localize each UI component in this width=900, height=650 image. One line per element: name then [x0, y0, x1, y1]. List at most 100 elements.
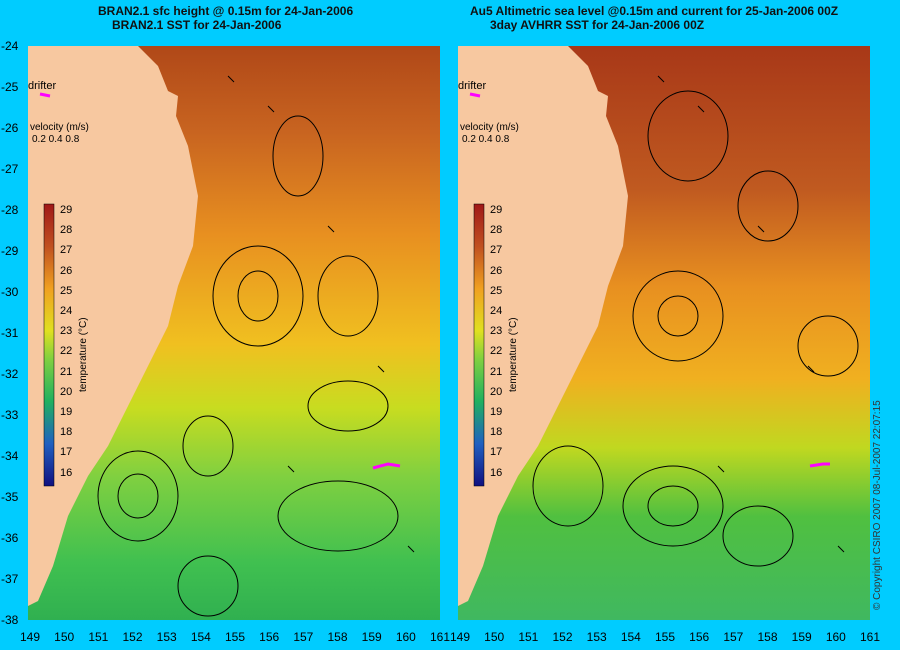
longitude-tick: 151 [518, 630, 539, 644]
right-map-panel: drifter velocity (m/s) 0.2 0.4 0.8 29 28 2… [458, 46, 870, 620]
drifter-legend-marker [469, 92, 481, 98]
latitude-tick: -28 [1, 203, 19, 217]
latitude-tick: -25 [1, 80, 19, 94]
longitude-tick: 156 [689, 630, 710, 644]
sea-level-contours [532, 90, 859, 567]
latitude-tick: -30 [1, 285, 19, 299]
velocity-label: velocity (m/s) [30, 122, 89, 133]
drifter-track [809, 462, 830, 468]
right-map [458, 46, 870, 620]
longitude-tick: 157 [723, 630, 744, 644]
latitude-tick: -33 [1, 408, 19, 422]
colorbar-tick: 21 [490, 365, 503, 378]
longitude-tick: 155 [225, 630, 246, 644]
latitude-tick: -38 [1, 613, 19, 627]
copyright-note: © Copyright CSIRO 2007 08-Jul-2007 22:07… [872, 400, 883, 610]
drifter-label: drifter [28, 80, 57, 92]
colorbar-tick: 24 [60, 305, 73, 317]
colorbar-tick: 22 [60, 345, 73, 358]
velocity-label: velocity (m/s) [460, 122, 519, 133]
left-title-line1: BRAN2.1 sfc height @ 0.15m for 24-Jan-20… [98, 4, 354, 18]
colorbar-tick: 16 [60, 466, 73, 479]
colorbar-tick: 27 [60, 244, 73, 257]
colorbar-tick: 23 [60, 325, 73, 338]
longitude-tick: 153 [586, 630, 607, 644]
colorbar-tick: 21 [60, 365, 73, 378]
colorbar-tick: 20 [60, 385, 73, 398]
latitude-tick: -26 [1, 121, 19, 135]
colorbar-tick: 16 [490, 466, 503, 479]
left-map [28, 46, 440, 620]
longitude-tick: 156 [259, 630, 280, 644]
colorbar-tick: 22 [490, 345, 503, 358]
latitude-tick: -34 [1, 449, 19, 463]
longitude-tick: 154 [620, 630, 641, 644]
longitude-tick: 149 [20, 630, 41, 644]
colorbar-tick: 27 [490, 244, 503, 257]
colorbar-tick: 19 [60, 406, 73, 418]
longitude-tick: 150 [484, 630, 505, 644]
colorbar-tick: 28 [60, 224, 73, 237]
longitude-tick: 159 [361, 630, 382, 644]
colorbar-tick: 24 [490, 305, 503, 317]
longitude-tick: 160 [825, 630, 846, 644]
drifter-track [372, 462, 401, 470]
latitude-tick: -31 [1, 326, 19, 340]
current-vectors [227, 75, 415, 553]
left-map-panel: drifter velocity (m/s) 0.2 0.4 0.8 29 28 2… [28, 46, 440, 620]
drifter-label: drifter [458, 80, 487, 92]
latitude-tick: -27 [1, 162, 19, 176]
longitude-tick: 152 [122, 630, 143, 644]
latitude-tick: -36 [1, 531, 19, 545]
colorbar-tick: 23 [490, 325, 503, 338]
colorbar-tick: 19 [490, 406, 503, 418]
colorbar-tick: 18 [490, 426, 503, 439]
velocity-scale: 0.2 0.4 0.8 [32, 134, 80, 145]
colorbar-tick: 20 [490, 385, 503, 398]
drifter-legend-marker [39, 92, 51, 98]
longitude-tick: 157 [293, 630, 314, 644]
colorbar-tick: 26 [60, 264, 73, 277]
longitude-tick: 152 [552, 630, 573, 644]
colorbar-label-left: temperature (°C) [78, 317, 89, 392]
longitude-tick: 150 [54, 630, 75, 644]
colorbar-tick: 25 [490, 284, 503, 297]
longitude-tick: 151 [88, 630, 109, 644]
colorbar [43, 203, 55, 487]
left-title: BRAN2.1 sfc height @ 0.15m for 24-Jan-20… [98, 4, 353, 32]
longitude-tick: 149 [450, 630, 471, 644]
velocity-scale: 0.2 0.4 0.8 [462, 134, 510, 145]
longitude-tick: 161 [430, 630, 451, 644]
colorbar-tick: 17 [490, 446, 503, 459]
latitude-tick: -29 [1, 244, 19, 258]
longitude-tick: 161 [860, 630, 881, 644]
right-title-line1: Au5 Altimetric sea level @0.15m and curr… [470, 4, 839, 18]
colorbar [473, 203, 485, 487]
australia-land [458, 46, 628, 606]
colorbar-tick: 26 [490, 264, 503, 277]
latitude-tick: -24 [1, 39, 19, 53]
colorbar-tick: 29 [490, 204, 503, 216]
colorbar-label-right: temperature (°C) [508, 317, 519, 392]
latitude-tick: -32 [1, 367, 19, 381]
australia-land [28, 46, 198, 606]
longitude-tick: 154 [190, 630, 211, 644]
right-title: Au5 Altimetric sea level @0.15m and curr… [470, 4, 838, 32]
colorbar-tick: 29 [60, 204, 73, 216]
longitude-tick: 155 [655, 630, 676, 644]
longitude-tick: 160 [395, 630, 416, 644]
current-vectors [657, 75, 845, 553]
longitude-tick: 153 [156, 630, 177, 644]
latitude-tick: -35 [1, 490, 19, 504]
colorbar-tick: 18 [60, 426, 73, 439]
sea-level-contours [97, 115, 399, 617]
right-title-line2: 3day AVHRR SST for 24-Jan-2006 00Z [490, 18, 705, 32]
left-title-line2: BRAN2.1 SST for 24-Jan-2006 [112, 18, 282, 32]
longitude-tick: 159 [791, 630, 812, 644]
longitude-tick: 158 [327, 630, 348, 644]
longitude-tick: 158 [757, 630, 778, 644]
colorbar-tick: 17 [60, 446, 73, 459]
colorbar-tick: 28 [490, 224, 503, 237]
latitude-tick: -37 [1, 572, 19, 586]
colorbar-tick: 25 [60, 284, 73, 297]
